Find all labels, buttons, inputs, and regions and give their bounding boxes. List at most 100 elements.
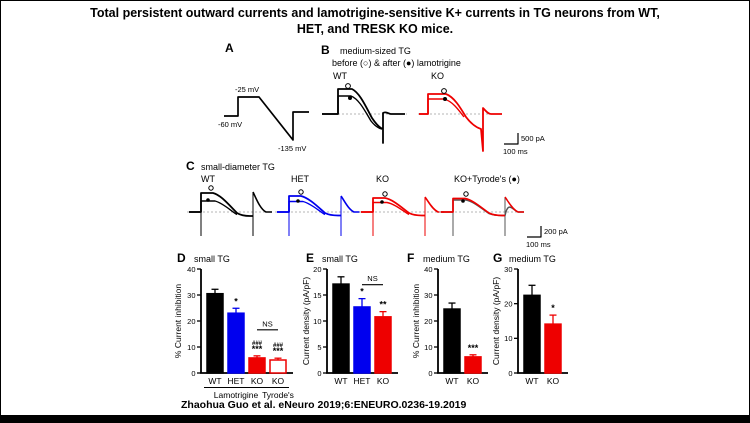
panel-b-label: B bbox=[321, 43, 330, 57]
svg-text:10: 10 bbox=[313, 317, 321, 326]
svg-text:30: 30 bbox=[504, 265, 512, 274]
svg-text:WT: WT bbox=[525, 376, 538, 386]
wt-after-trace bbox=[322, 95, 383, 130]
after-marker-icon bbox=[380, 200, 384, 204]
scalebar-time-label: 100 ms bbox=[526, 240, 551, 249]
bar-chart-svg: 0 10 20 30 40 % Current inhibition WT *** KO bbox=[411, 265, 488, 386]
svg-text:20: 20 bbox=[313, 265, 321, 274]
figure-title: Total persistent outward currents and la… bbox=[1, 6, 749, 37]
panel-d-label: D bbox=[177, 251, 186, 265]
chart-g-current-density-medium-tg: 0 10 20 30 Current density (pA/pF) WT * KO bbox=[491, 264, 574, 394]
ko-after-trace bbox=[419, 98, 465, 118]
svg-text:HET: HET bbox=[228, 376, 245, 386]
svg-text:***: *** bbox=[252, 344, 263, 354]
wt-before-trace bbox=[189, 192, 253, 217]
panel-c-scalebar: 200 pA 100 ms bbox=[526, 226, 568, 249]
svg-text:*: * bbox=[360, 287, 364, 297]
chart-e-current-density-small-tg: 0 5 10 15 20 Current density (pA/pF) WT * HET ** K… bbox=[301, 264, 404, 394]
chart-d-percent-inhibition-small-tg: 0 10 20 30 40% Current inhibition WT * HET *** ##… bbox=[173, 264, 299, 409]
panel-g-label: G bbox=[493, 251, 503, 265]
het-after-trace bbox=[277, 200, 326, 216]
panel-e-label: E bbox=[306, 251, 315, 265]
svg-text:30: 30 bbox=[424, 291, 432, 300]
svg-text:Lamotrigine: Lamotrigine bbox=[214, 390, 259, 400]
figure-title-line1: Total persistent outward currents and la… bbox=[90, 6, 660, 20]
before-marker-icon bbox=[463, 191, 469, 197]
svg-text:Current density (pA/pF): Current density (pA/pF) bbox=[491, 277, 501, 366]
panel-c-subtitle: small-diameter TG bbox=[201, 162, 275, 172]
panel-c-label: C bbox=[186, 159, 195, 173]
ko-before-trace bbox=[361, 197, 425, 217]
panel-c-het-trace bbox=[275, 189, 360, 236]
svg-text:KO: KO bbox=[272, 376, 285, 386]
panel-b-wt-label: WT bbox=[333, 71, 347, 81]
scalebar-current-label: 200 pA bbox=[544, 227, 568, 236]
panel-c-wt-trace bbox=[187, 185, 272, 236]
het-before-trace bbox=[277, 195, 341, 217]
wt-before-trace bbox=[322, 88, 405, 144]
svg-text:WT: WT bbox=[334, 376, 347, 386]
panel-a-label: A bbox=[225, 41, 234, 55]
svg-text:*: * bbox=[234, 296, 238, 306]
chart-f-percent-inhibition-medium-tg: 0 10 20 30 40 % Current inhibition WT *** KO bbox=[411, 264, 494, 394]
svg-text:% Current inhibition: % Current inhibition bbox=[411, 284, 421, 358]
after-marker-icon bbox=[348, 96, 352, 100]
svg-text:% Current inhibition: % Current inhibition bbox=[173, 284, 183, 358]
scalebar-bracket bbox=[504, 133, 519, 145]
panel-c-het-label: HET bbox=[291, 174, 309, 184]
svg-text:***: *** bbox=[273, 346, 284, 356]
svg-text:***: *** bbox=[468, 343, 479, 353]
svg-text:0: 0 bbox=[191, 369, 195, 378]
svg-text:NS: NS bbox=[367, 274, 377, 283]
svg-text:KO: KO bbox=[377, 376, 390, 386]
svg-text:10: 10 bbox=[424, 343, 432, 352]
after-marker-icon bbox=[443, 97, 447, 101]
svg-text:20: 20 bbox=[424, 317, 432, 326]
panel-f-title: medium TG bbox=[423, 254, 470, 264]
svg-text:NS: NS bbox=[262, 319, 272, 328]
ko-before-trace bbox=[419, 93, 502, 152]
voltage-protocol-trace bbox=[224, 96, 309, 141]
panel-b-ko-label: KO bbox=[431, 71, 445, 81]
after-marker-icon bbox=[206, 198, 210, 202]
svg-text:KO: KO bbox=[547, 376, 560, 386]
before-marker-icon bbox=[208, 185, 214, 191]
panel-b-scalebar: 500 pA 100 ms bbox=[503, 133, 545, 156]
citation: Zhaohua Guo et al. eNeuro 2019;6:ENEURO.… bbox=[181, 399, 467, 411]
panel-g-title: medium TG bbox=[509, 254, 556, 264]
svg-text:20: 20 bbox=[187, 317, 195, 326]
panel-a-voltage-protocol: -25 mV -60 mV -135 mV bbox=[218, 85, 309, 153]
svg-text:40: 40 bbox=[187, 265, 195, 274]
panel-d-title: small TG bbox=[194, 254, 230, 264]
panel-c-ko-label: KO bbox=[376, 174, 390, 184]
svg-text:10: 10 bbox=[504, 334, 512, 343]
panel-b-legend: before (○) & after (●) lamotrigine bbox=[332, 58, 461, 68]
svg-text:0: 0 bbox=[317, 369, 321, 378]
wt-after-trace bbox=[189, 200, 238, 216]
panel-f-label: F bbox=[407, 251, 415, 265]
svg-text:10: 10 bbox=[187, 343, 195, 352]
panel-c-wt-label: WT bbox=[201, 174, 215, 184]
svg-text:KO: KO bbox=[251, 376, 264, 386]
svg-text:40: 40 bbox=[424, 265, 432, 274]
scalebar-time-label: 100 ms bbox=[503, 147, 528, 156]
svg-text:15: 15 bbox=[313, 291, 321, 300]
svg-text:KO: KO bbox=[467, 376, 480, 386]
before-marker-icon bbox=[345, 83, 351, 89]
svg-text:0: 0 bbox=[428, 369, 432, 378]
svg-text:*: * bbox=[551, 303, 555, 313]
scalebar-current-label: 500 pA bbox=[521, 134, 545, 143]
svg-text:WT: WT bbox=[208, 376, 221, 386]
ko-after-trace bbox=[361, 201, 410, 216]
svg-text:WT: WT bbox=[445, 376, 458, 386]
before-marker-icon bbox=[382, 191, 388, 197]
ko-before-trace bbox=[441, 197, 505, 217]
ko-tail-trace bbox=[504, 196, 524, 213]
panel-e-title: small TG bbox=[322, 254, 358, 264]
panel-b-subtitle: medium-sized TG bbox=[340, 46, 411, 56]
before-marker-icon bbox=[441, 88, 447, 94]
svg-text:5: 5 bbox=[317, 343, 321, 352]
svg-text:###: ### bbox=[252, 341, 263, 347]
